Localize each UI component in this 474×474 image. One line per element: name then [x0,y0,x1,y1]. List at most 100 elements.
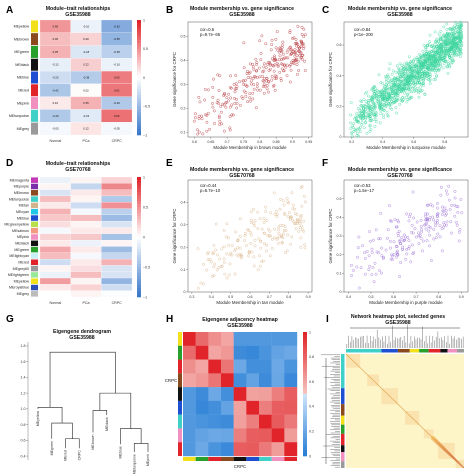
data-point [390,86,394,89]
data-point [272,236,276,240]
module-color-bar-top [397,349,410,353]
data-point [269,67,272,71]
heatmap-cell [195,414,209,429]
data-point [441,209,445,213]
colorbar-segment [137,225,141,229]
data-point [226,99,230,103]
data-point [286,200,290,204]
data-point [380,271,383,275]
data-point [384,248,388,252]
data-point [200,117,204,121]
data-point [290,215,293,219]
data-point [392,101,395,105]
data-point [291,61,295,65]
module-color-swatch [31,122,38,135]
colorbar-segment [137,91,141,96]
data-point [251,77,255,80]
data-point [408,97,411,101]
data-point [406,93,410,97]
heatmap-cell [271,345,285,360]
colorbar-segment [303,375,307,379]
data-point [442,59,446,63]
colorbar-segment [303,363,307,367]
data-point [277,58,281,62]
data-point [270,247,274,250]
data-point [292,62,296,66]
data-point [427,78,430,82]
heatmap-cell [101,195,133,203]
data-point [419,66,423,69]
data-point [257,66,261,70]
data-point [234,230,238,234]
data-point [199,281,203,285]
data-point [298,226,302,229]
heatmap-cell [183,332,196,346]
colorbar-segment [137,45,141,50]
colorbar-segment [137,74,141,78]
data-point [391,258,394,262]
data-point [235,85,239,89]
data-point [377,95,381,99]
data-point [296,220,300,223]
data-point [254,57,258,61]
data-point [452,51,456,54]
data-point [436,51,440,55]
data-point [367,100,370,104]
data-point [288,29,292,33]
data-point [372,108,376,112]
colorbar-segment [137,177,141,181]
data-point [273,212,277,216]
colorbar-segment [303,403,307,407]
dendrogram-leaf-label: MEturquoise [132,454,136,474]
colorbar-segment [137,123,141,127]
data-point [359,115,363,119]
data-point [299,45,303,48]
data-point [388,106,392,110]
data-point [428,40,431,44]
data-point [284,229,288,233]
data-point [385,110,389,114]
heatmap-cell [70,214,102,222]
data-point [381,256,385,260]
data-point [357,134,360,138]
data-point [247,254,250,258]
data-point [406,69,409,73]
data-point [442,53,446,57]
data-point [368,124,372,127]
data-point [460,211,464,215]
data-point [451,46,454,49]
row-label: MEblack [15,242,29,246]
data-point [434,221,437,225]
panel-d-subtitle: GSE70768 [65,167,90,173]
data-point [262,91,266,95]
data-point [394,255,398,259]
data-point [436,202,439,205]
data-point [267,234,271,238]
data-point [242,89,246,93]
heatmap-cell [101,221,133,228]
data-point [275,215,279,218]
module-color-swatch [31,240,38,247]
heatmap-cell [101,265,133,272]
data-point [405,82,409,86]
data-point [420,228,424,232]
data-point [279,197,282,201]
data-point [231,113,235,117]
data-point [280,43,284,47]
data-point [262,65,266,69]
data-point [407,239,411,242]
data-point [265,87,269,91]
x-tick-label: 0.8 [442,140,447,144]
colorbar-segment [137,207,141,211]
heatmap-cell [271,332,285,346]
data-point [444,35,448,39]
colorbar-segment [137,285,141,289]
colorbar-segment [137,83,141,87]
data-point [290,235,294,239]
data-point [424,223,428,226]
y-tick-label: 1.0 [21,407,26,411]
data-point [281,57,285,61]
heatmap-cell [246,414,260,429]
dendrogram-leaf-label: MEyellow [36,410,40,426]
data-point [435,214,439,218]
